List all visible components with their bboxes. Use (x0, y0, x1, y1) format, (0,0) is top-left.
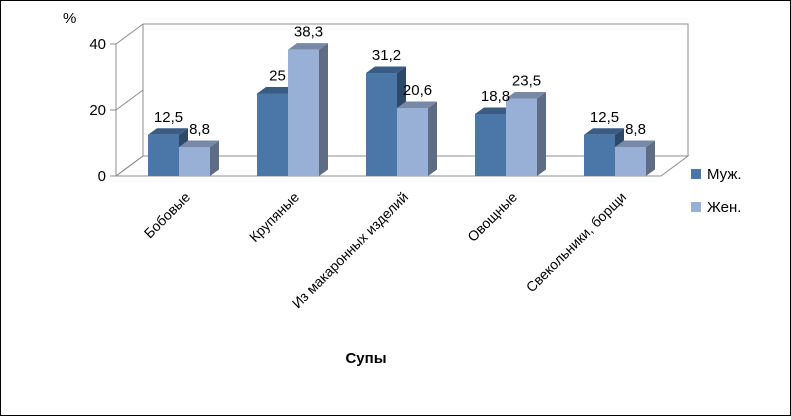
legend-label: Муж. (707, 166, 742, 183)
data-label: 8,8 (189, 121, 210, 138)
back-wall (143, 23, 689, 156)
y-axis: 0 20 40 (89, 23, 144, 185)
data-label: 18,8 (481, 88, 510, 105)
bar-female-3 (506, 91, 546, 176)
bars (148, 43, 655, 176)
legend-label: Жен. (707, 199, 741, 216)
legend-swatch (691, 202, 701, 212)
data-label: 8,8 (625, 121, 646, 138)
legend-item: Жен. (691, 199, 741, 216)
x-axis-label: Супы (345, 350, 386, 367)
gridline-diagonal (115, 89, 144, 111)
category-label: Крупяные (246, 189, 302, 245)
legend: Муж. Жен. (691, 166, 742, 216)
gridline-diagonal (115, 23, 144, 45)
y-axis-label: % (63, 10, 76, 27)
bar-female-4 (615, 140, 655, 176)
bar-female-1 (288, 43, 328, 176)
y-tick-label: 20 (89, 102, 106, 119)
data-label: 31,2 (372, 47, 401, 64)
data-labels: 12,5 8,8 25 38,3 31,2 20,6 18,823,5 12,5 8,8 (154, 24, 646, 138)
bar-female-0 (179, 140, 219, 176)
legend-swatch (691, 169, 701, 179)
gridline-diagonal (115, 155, 144, 177)
legend-item: Муж. (691, 166, 742, 183)
category-label: Овощные (464, 189, 520, 245)
data-label: 25 (269, 68, 286, 85)
data-label: 20,6 (403, 82, 432, 99)
data-label: 38,3 (294, 24, 323, 41)
data-label: 12,5 (154, 109, 183, 126)
data-label: 12,5 (590, 109, 619, 126)
bar-female-2 (397, 101, 437, 176)
y-tick-label: 0 (98, 168, 106, 185)
y-tick-label: 40 (89, 36, 106, 53)
category-label: Из макаронных изделий (289, 189, 411, 311)
category-label: Свекольники, борщи (523, 189, 629, 295)
data-label: 23,5 (512, 72, 541, 89)
category-label: Бобовые (141, 189, 194, 242)
